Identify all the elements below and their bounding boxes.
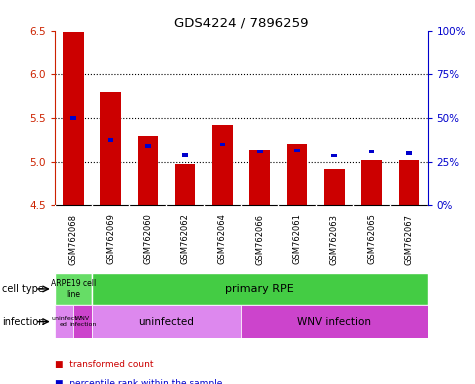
Text: GSM762068: GSM762068 xyxy=(69,214,78,265)
Bar xyxy=(92,305,241,338)
Bar xyxy=(175,164,195,205)
Text: GSM762064: GSM762064 xyxy=(218,214,227,265)
Text: GSM762065: GSM762065 xyxy=(367,214,376,265)
Text: ■  transformed count: ■ transformed count xyxy=(55,360,153,369)
Text: uninfected: uninfected xyxy=(139,316,194,327)
Title: GDS4224 / 7896259: GDS4224 / 7896259 xyxy=(174,17,308,30)
Bar xyxy=(241,305,428,338)
Bar xyxy=(294,149,300,152)
Text: uninfect
ed: uninfect ed xyxy=(51,316,77,327)
Bar xyxy=(287,144,307,205)
Bar xyxy=(257,149,263,153)
Bar xyxy=(182,153,188,157)
Text: GSM762066: GSM762066 xyxy=(255,214,264,265)
Bar xyxy=(145,144,151,148)
Bar xyxy=(100,92,121,205)
Bar xyxy=(73,305,92,338)
Bar xyxy=(361,160,382,205)
Text: GSM762067: GSM762067 xyxy=(404,214,413,265)
Text: GSM762061: GSM762061 xyxy=(293,214,302,265)
Text: WNV infection: WNV infection xyxy=(297,316,371,327)
Bar xyxy=(55,305,73,338)
Text: cell type: cell type xyxy=(2,284,44,294)
Bar xyxy=(55,273,92,305)
Bar xyxy=(63,33,84,205)
Bar xyxy=(399,160,419,205)
Bar xyxy=(70,116,76,120)
Text: ARPE19 cell
line: ARPE19 cell line xyxy=(51,279,96,299)
Text: infection: infection xyxy=(2,316,45,327)
Text: GSM762063: GSM762063 xyxy=(330,214,339,265)
Bar xyxy=(324,169,344,205)
Text: GSM762062: GSM762062 xyxy=(180,214,190,265)
Bar xyxy=(332,154,337,157)
Text: GSM762060: GSM762060 xyxy=(143,214,152,265)
Bar xyxy=(212,125,233,205)
Text: primary RPE: primary RPE xyxy=(225,284,294,294)
Bar xyxy=(369,149,374,153)
Bar xyxy=(219,142,225,146)
Bar xyxy=(138,136,158,205)
Text: GSM762069: GSM762069 xyxy=(106,214,115,265)
Text: WNV
infection: WNV infection xyxy=(69,316,96,327)
Bar xyxy=(406,151,412,155)
Bar xyxy=(249,151,270,205)
Bar xyxy=(108,138,114,142)
Text: ■  percentile rank within the sample: ■ percentile rank within the sample xyxy=(55,379,222,384)
